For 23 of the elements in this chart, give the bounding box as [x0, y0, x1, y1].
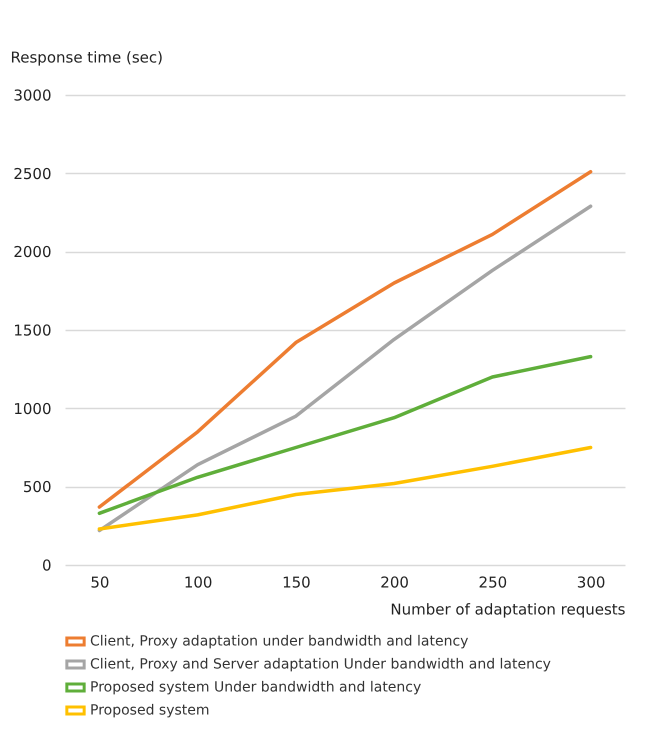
y-tick-label: 1500	[13, 322, 52, 340]
legend-label: Proposed system	[90, 702, 210, 718]
y-tick-label: 2000	[13, 243, 52, 262]
y-tick-label: 0	[42, 556, 52, 574]
y-tick-label: 3000	[13, 86, 52, 104]
x-tick-label: 100	[184, 574, 212, 592]
x-tick-label: 50	[90, 574, 110, 592]
y-tick-label: 1000	[13, 400, 52, 418]
line-series	[98, 204, 592, 532]
y-tick-label: 2500	[13, 164, 52, 183]
legend-label: Client, Proxy adaptation under bandwidth and latency	[90, 634, 468, 650]
x-tick-label: 200	[380, 574, 409, 592]
x-axis-title: Number of adaptation requests	[390, 600, 626, 618]
legend-label: Client, Proxy and Server adaptation Under bandwidth and latency	[90, 656, 551, 672]
x-tick-label: 300	[576, 574, 606, 592]
x-tick-label: 150	[282, 574, 311, 592]
y-axis-title: Response time (sec)	[10, 48, 163, 66]
line-series	[98, 446, 592, 531]
y-tick-label: 500	[22, 478, 52, 496]
legend-label: Proposed system Under bandwidth and latency	[90, 680, 422, 696]
x-tick-label: 250	[478, 574, 508, 592]
line-series	[98, 170, 592, 509]
line-series	[98, 354, 592, 516]
